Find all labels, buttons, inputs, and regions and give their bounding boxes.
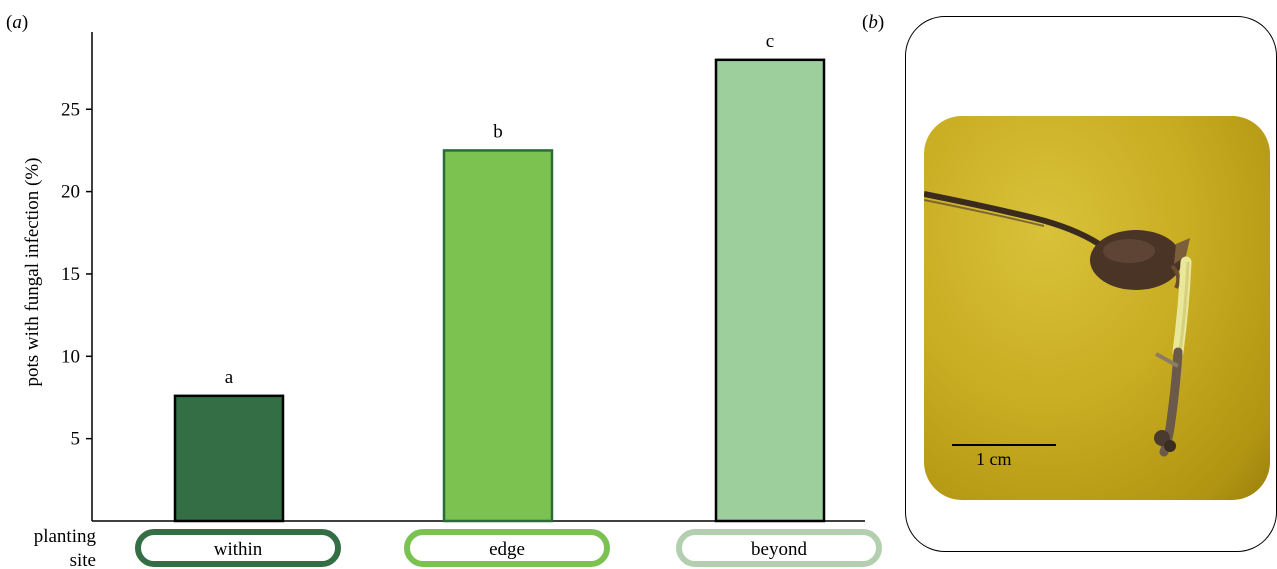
seedling-illustration xyxy=(924,191,1192,457)
panel-label-b: (b) xyxy=(862,12,885,33)
x-axis-label-line-1: planting xyxy=(34,526,97,547)
category-pill-within xyxy=(135,529,341,567)
bar-beyond xyxy=(714,58,826,523)
y-tick-label-10: 10 xyxy=(61,346,80,367)
y-axis: 5 10 15 20 25 xyxy=(61,32,93,521)
significance-letter-beyond: c xyxy=(766,31,774,52)
y-axis-label: pots with fungal infection (%) xyxy=(22,157,43,386)
category-label-beyond: beyond xyxy=(751,539,807,560)
category-label-edge: edge xyxy=(489,539,525,560)
significance-letter-within: a xyxy=(225,367,234,388)
y-tick-label-25: 25 xyxy=(61,99,80,120)
category-pill-beyond xyxy=(676,529,882,567)
category-label-within: within xyxy=(214,539,263,560)
y-tick-label-5: 5 xyxy=(71,429,81,450)
significance-letter-edge: b xyxy=(493,121,503,142)
scale-bar-label: 1 cm xyxy=(976,449,1012,469)
panel-label-a: (a) xyxy=(6,12,29,33)
x-axis-label-line-2: site xyxy=(70,550,96,569)
bar-edge xyxy=(442,149,554,523)
seedling-photo xyxy=(924,116,1270,500)
y-tick-label-20: 20 xyxy=(61,182,80,203)
category-pill-edge xyxy=(404,529,610,567)
y-tick-label-15: 15 xyxy=(61,264,80,285)
bar-chart: 5 10 15 20 25 pots with fungal infection (%)… xyxy=(22,31,882,569)
bar-within xyxy=(173,394,285,523)
